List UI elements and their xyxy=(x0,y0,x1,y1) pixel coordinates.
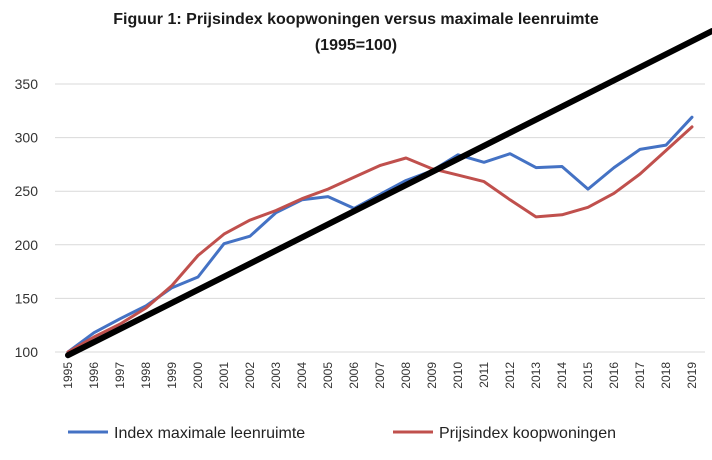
x-tick-label: 2002 xyxy=(243,362,257,389)
series-line-2 xyxy=(66,125,694,354)
x-tick-label: 1999 xyxy=(165,362,179,389)
chart-subtitle: (1995=100) xyxy=(315,37,397,54)
y-tick-label: 150 xyxy=(15,290,39,306)
legend-label: Prijsindex koopwoningen xyxy=(439,425,616,442)
x-tick-label: 2006 xyxy=(347,362,361,389)
x-tick-label: 2010 xyxy=(451,362,465,389)
y-tick-label: 300 xyxy=(15,130,39,146)
gridlines xyxy=(55,83,705,353)
x-tick-label: 1998 xyxy=(139,362,153,389)
x-tick-label: 2007 xyxy=(373,362,387,389)
x-tick-label: 2019 xyxy=(685,362,699,389)
x-tick-label: 2011 xyxy=(477,362,491,388)
x-tick-label: 2018 xyxy=(659,362,673,389)
legend: Index maximale leenruimte Prijsindex koop… xyxy=(68,425,616,442)
legend-label: Index maximale leenruimte xyxy=(114,425,305,442)
x-tick-label: 2013 xyxy=(529,362,543,389)
x-tick-label: 2015 xyxy=(581,362,595,389)
series-line-1 xyxy=(66,115,694,354)
x-tick-label: 2005 xyxy=(321,362,335,389)
x-tick-label: 2009 xyxy=(425,362,439,389)
y-axis-ticks: 100 150 200 250 300 350 xyxy=(15,76,39,360)
x-tick-label: 2012 xyxy=(503,362,517,389)
y-tick-label: 200 xyxy=(15,237,39,253)
x-tick-label: 1996 xyxy=(87,362,101,389)
series-layer xyxy=(66,115,694,354)
x-tick-label: 1997 xyxy=(113,362,127,389)
trend-line xyxy=(65,28,712,359)
x-tick-label: 1995 xyxy=(61,362,75,389)
x-tick-label: 2000 xyxy=(191,362,205,389)
x-tick-label: 2016 xyxy=(607,362,621,389)
chart-title: Figuur 1: Prijsindex koopwoningen versus… xyxy=(113,11,599,28)
x-tick-label: 2001 xyxy=(217,362,231,389)
x-axis-ticks: 1995 1996 1997 1998 1999 2000 2001 2002 2003 2004… xyxy=(61,362,699,389)
y-tick-label: 350 xyxy=(15,76,39,92)
x-tick-label: 2004 xyxy=(295,362,309,389)
x-tick-label: 2008 xyxy=(399,362,413,389)
y-tick-label: 100 xyxy=(15,344,39,360)
x-tick-label: 2014 xyxy=(555,362,569,389)
x-tick-label: 2017 xyxy=(633,362,647,389)
x-tick-label: 2003 xyxy=(269,362,283,389)
trend-line-layer xyxy=(65,28,712,359)
y-tick-label: 250 xyxy=(15,183,39,199)
